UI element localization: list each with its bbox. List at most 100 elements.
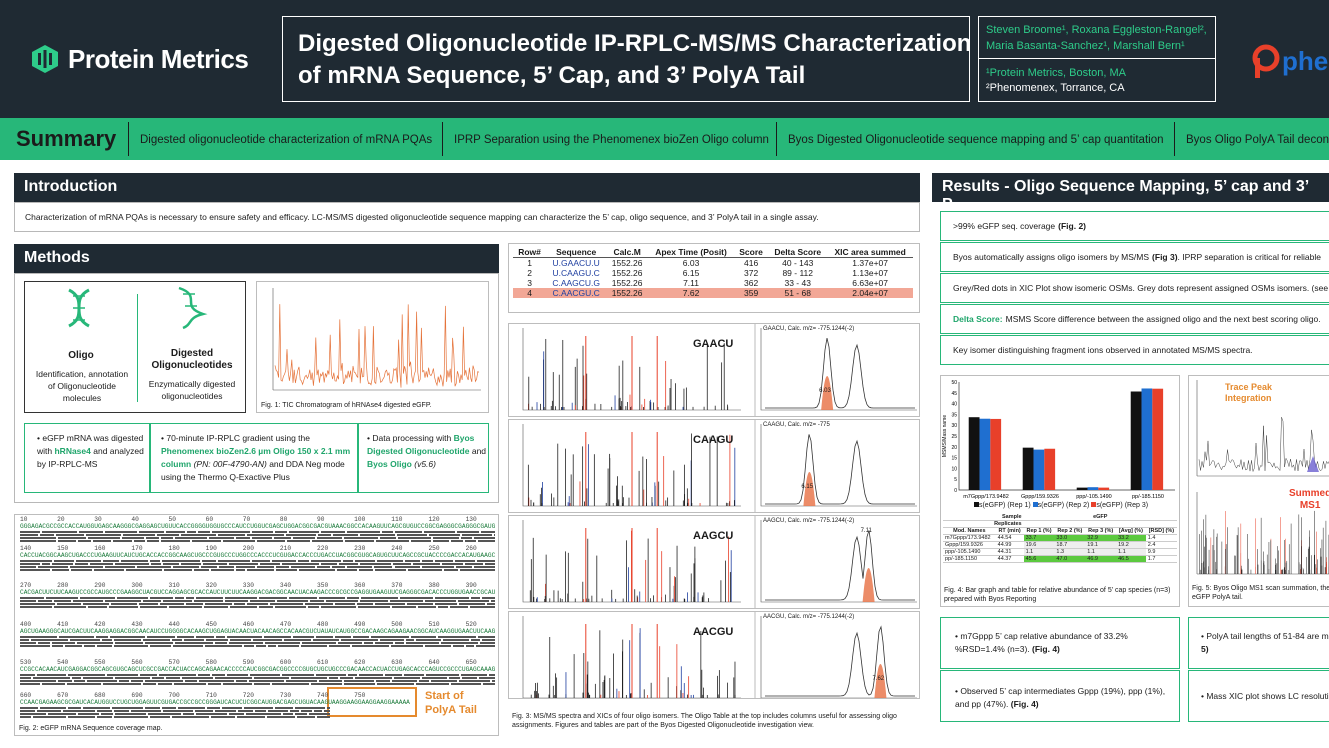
cap-table-cell: 19.2 xyxy=(1116,541,1146,549)
fig2-sequence-map: Start of PolyA Tail Fig. 2: eGFP mRNA Se… xyxy=(14,514,499,736)
coverage-bar xyxy=(259,563,281,565)
coverage-bar xyxy=(174,537,208,539)
coverage-bar xyxy=(67,707,81,709)
col-header: Delta Score xyxy=(768,247,828,258)
coverage-bar xyxy=(347,674,357,676)
coverage-bar xyxy=(434,560,453,562)
coverage-bar xyxy=(149,716,170,718)
phenomenex-mark-icon xyxy=(1252,44,1280,78)
coverage-bar xyxy=(20,606,52,608)
coverage-bar xyxy=(20,636,57,638)
result-text: MSMS Score difference between the assign… xyxy=(1005,314,1321,324)
bullet-dot: • xyxy=(367,433,373,443)
coverage-bar xyxy=(45,597,79,599)
coverage-bar xyxy=(443,569,458,571)
coverage-bar xyxy=(143,600,162,602)
coverage-bar xyxy=(227,636,262,638)
coverage-bar xyxy=(316,537,343,539)
coverage-bar xyxy=(270,603,303,605)
coverage-bar xyxy=(359,600,389,602)
coverage-bar xyxy=(174,683,207,685)
oligo-table-row[interactable]: 1 U.GAACU.U 1552.26 6.03 416 40 - 143 1.37e+07 xyxy=(513,258,913,268)
coverage-bar xyxy=(214,710,237,712)
coverage-bar xyxy=(405,642,440,644)
col-header: Sequence xyxy=(546,247,607,258)
coverage-bar xyxy=(313,639,340,641)
oligo-table-row[interactable]: 2 U.CAAGU.C 1552.26 6.15 372 89 - 112 1.13e+07 xyxy=(513,268,913,278)
coverage-bar xyxy=(20,683,40,685)
cap-table-cell: 47.0 xyxy=(1054,555,1086,563)
coverage-bar xyxy=(209,537,234,539)
cap-table-cell: 33.2 xyxy=(1116,534,1146,542)
coverage-bar xyxy=(53,560,75,562)
coverage-bar xyxy=(195,713,227,715)
coverage-bar xyxy=(275,566,290,568)
y-tick-label: 25 xyxy=(951,434,957,440)
coverage-bar xyxy=(114,563,149,565)
coverage-bar xyxy=(20,716,31,718)
cap-table-cell: 18.7 xyxy=(1054,541,1086,549)
cap-table-cell: Gppp/159.9326 xyxy=(943,541,996,549)
introduction-heading: Introduction xyxy=(14,173,920,202)
coverage-bar xyxy=(335,603,355,605)
oligo-table-row[interactable]: 4 C.AACGU.C 1552.26 7.62 359 51 - 68 2.04e+07 xyxy=(513,288,913,298)
coverage-bar xyxy=(317,566,331,568)
result-bullet-polya: • PolyA tail lengths of 51-84 are ma spe… xyxy=(1188,617,1329,669)
coverage-bar xyxy=(252,639,282,641)
oligo-table-cell: 1552.26 xyxy=(611,268,643,278)
coverage-bar xyxy=(96,636,108,638)
trace-peak-label: Trace Peak Integration xyxy=(1225,382,1272,404)
col-header: Score xyxy=(734,247,769,258)
coverage-bar xyxy=(204,603,233,605)
coverage-bar xyxy=(344,537,379,539)
oligo-table-cell: 1552.26 xyxy=(611,258,643,268)
oligo-table-cell: 372 xyxy=(743,268,759,278)
methods-heading: Methods xyxy=(14,244,499,273)
bullet-text: m7Gppp 5’ cap relative abundance of 33.2… xyxy=(955,631,1128,654)
msms-spectrum-plot xyxy=(522,324,917,416)
result-bullet-text: • PolyA tail lengths of 51-84 are ma spe… xyxy=(1201,630,1329,656)
coverage-bar xyxy=(377,560,403,562)
coverage-bar xyxy=(162,560,201,562)
cap-table-cell: 19.6 xyxy=(1023,541,1055,549)
coverage-bar xyxy=(197,674,210,676)
coverage-bar xyxy=(344,540,375,542)
coverage-bar xyxy=(171,716,209,718)
coverage-bar xyxy=(478,540,495,542)
coverage-bar xyxy=(415,683,449,685)
coverage-bar xyxy=(298,560,310,562)
y-tick-label: 35 xyxy=(951,412,957,418)
x-tick-label: ppp/-105.1490 xyxy=(1076,494,1111,500)
coverage-bar xyxy=(390,600,423,602)
sequence-position-row: 400 410 420 430 440 450 460 470 480 490 … xyxy=(20,621,477,628)
coverage-bar xyxy=(277,600,309,602)
cap-table-cell: 45.6 xyxy=(1023,555,1055,563)
coverage-bar xyxy=(426,674,459,676)
coverage-bar xyxy=(36,674,66,676)
cap-table-cell: 44.37 xyxy=(995,555,1024,563)
oligo-table-row[interactable]: 3 C.AAGCU.G 1552.26 7.11 362 33 - 43 6.63e+07 xyxy=(513,278,913,288)
coverage-bar xyxy=(202,563,227,565)
y-tick-label: 30 xyxy=(951,423,957,429)
bar xyxy=(1033,449,1045,490)
summary-item: Byos Digested Oligonucleotide sequence m… xyxy=(788,134,1164,146)
coverage-bar xyxy=(96,710,112,712)
result-text: Key isomer distinguishing fragment ions … xyxy=(953,345,1253,355)
coverage-bar xyxy=(308,713,330,715)
coverage-bar xyxy=(172,639,182,641)
coverage-bar xyxy=(454,560,475,562)
coverage-bar xyxy=(163,569,193,571)
coverage-bar xyxy=(139,674,157,676)
coverage-bar xyxy=(20,645,50,647)
coverage-bar xyxy=(76,560,101,562)
digested-description: Enzymatically digested oligonucleotides xyxy=(148,379,236,401)
coverage-bar xyxy=(397,534,427,536)
coverage-bar xyxy=(464,563,484,565)
coverage-bar xyxy=(66,683,102,685)
summed-label-line-1: Summed xyxy=(1289,488,1329,499)
coverage-bar xyxy=(88,537,121,539)
method-bullet-1-text: • eGFP mRNA was digested with hRNase4 an… xyxy=(37,432,145,471)
coverage-bar xyxy=(126,569,162,571)
coverage-bar xyxy=(42,531,77,533)
coverage-bar xyxy=(163,563,179,565)
